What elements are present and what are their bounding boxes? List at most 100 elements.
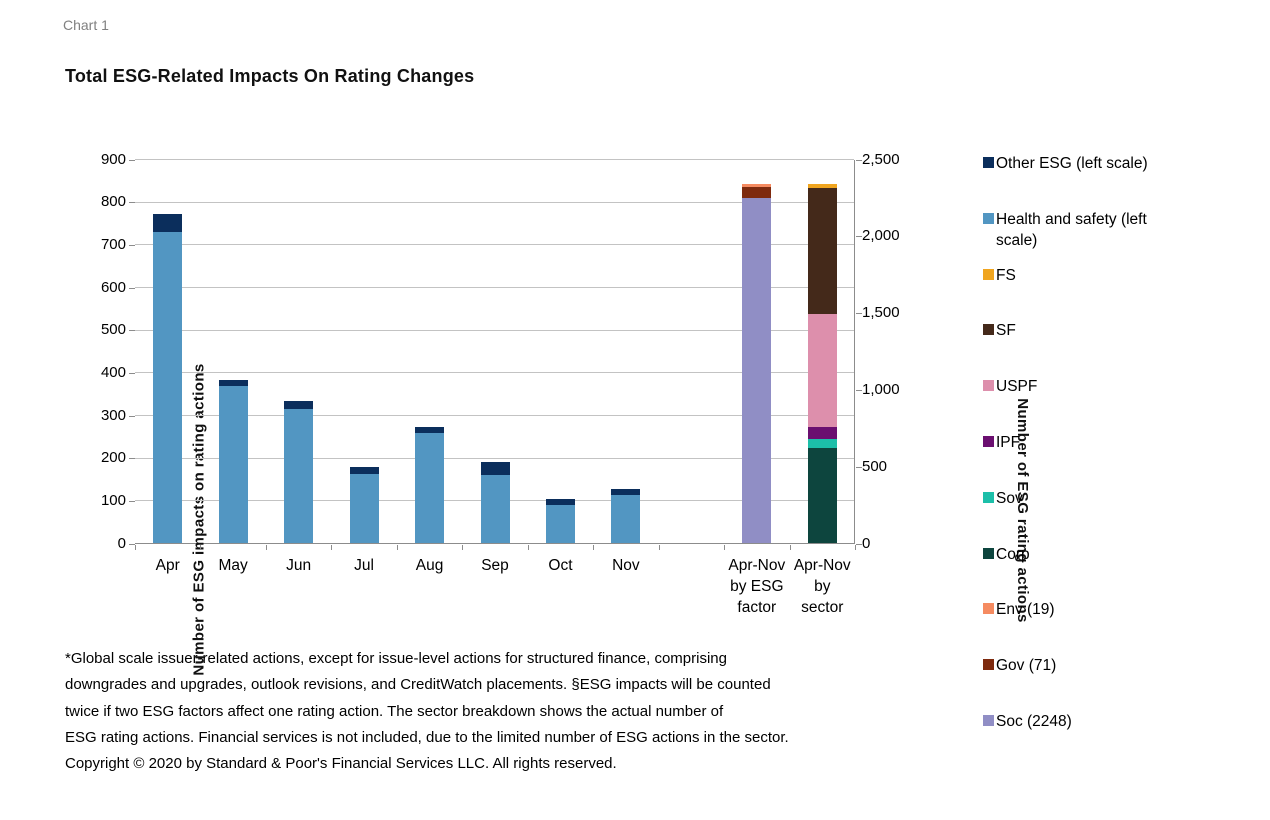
gridline-300 bbox=[135, 415, 854, 416]
legend-item-gov-71-: Gov (71) bbox=[983, 655, 1181, 676]
gridline-500 bbox=[135, 329, 854, 331]
legend-swatch bbox=[983, 436, 994, 447]
legend-label: Sov bbox=[996, 489, 1023, 507]
legend-label: USPF bbox=[996, 378, 1038, 396]
bar-nov-segment-health-and-safety-left-scale- bbox=[611, 495, 641, 543]
x-axis-tick bbox=[200, 545, 202, 550]
right-axis-tick-label: 0 bbox=[862, 534, 871, 552]
left-axis-tick-label: 800 bbox=[100, 193, 126, 211]
legend-item-health-and-safety-left-scale-: Health and safety (left scale) bbox=[983, 209, 1181, 251]
bar-apr-nov-by-esg-factor bbox=[742, 183, 772, 543]
legend-item-env-19-: Env (19) bbox=[983, 599, 1181, 620]
left-axis-tick bbox=[129, 159, 135, 161]
legend-swatch bbox=[983, 603, 994, 615]
bar-oct bbox=[545, 499, 575, 543]
bar-apr-nov-by-sector-segment-uspf bbox=[807, 314, 837, 428]
footnote-line: Copyright © 2020 by Standard & Poor's Fi… bbox=[65, 755, 617, 773]
bar-apr-nov-by-sector-segment-sf bbox=[807, 188, 837, 315]
right-axis-tick-label: 500 bbox=[862, 457, 888, 475]
left-axis-tick-label: 200 bbox=[100, 449, 126, 467]
footnote: *Global scale issuer-related actions, ex… bbox=[65, 646, 925, 777]
x-axis-tick bbox=[527, 545, 529, 550]
left-axis-tick-label: 0 bbox=[117, 534, 126, 552]
x-category-label: May bbox=[218, 557, 248, 574]
bar-jun-segment-other-esg-left-scale- bbox=[284, 400, 314, 409]
left-axis-tick bbox=[129, 415, 135, 417]
x-axis-tick bbox=[265, 545, 267, 550]
footnote-line: downgrades and upgrades, outlook revisio… bbox=[65, 676, 771, 694]
bar-jul-segment-other-esg-left-scale- bbox=[349, 466, 379, 474]
bar-apr-nov-by-esg-factor-segment-soc bbox=[742, 197, 772, 543]
legend-swatch bbox=[983, 268, 994, 280]
legend-swatch bbox=[983, 157, 994, 168]
left-axis-tick bbox=[129, 458, 135, 460]
legend-item-sf: SF bbox=[983, 320, 1181, 341]
legend-item-other-esg-left-scale-: Other ESG (left scale) bbox=[983, 153, 1181, 174]
x-category-label: Jun bbox=[286, 557, 312, 574]
left-axis-tick-label: 100 bbox=[100, 491, 126, 509]
bar-apr-nov-by-sector bbox=[807, 184, 837, 543]
x-axis-tick bbox=[789, 545, 791, 550]
bar-apr-nov-by-esg-factor-segment-env bbox=[742, 183, 772, 187]
x-axis-tick bbox=[462, 545, 464, 550]
chart-number-label: Chart 1 bbox=[63, 17, 109, 33]
legend-label: Corp bbox=[996, 545, 1030, 563]
left-axis-tick bbox=[129, 202, 135, 204]
left-axis-tick bbox=[129, 287, 135, 289]
bar-may-segment-other-esg-left-scale- bbox=[218, 380, 248, 386]
legend-swatch bbox=[983, 380, 994, 392]
right-axis-tick bbox=[856, 313, 862, 315]
x-category-label: Apr bbox=[155, 557, 180, 574]
bar-jul bbox=[349, 466, 379, 543]
legend-swatch bbox=[983, 659, 994, 671]
right-axis-tick-label: 1,000 bbox=[862, 380, 900, 398]
left-axis-tick bbox=[129, 372, 135, 374]
right-axis-tick bbox=[856, 543, 862, 545]
bar-oct-segment-other-esg-left-scale- bbox=[545, 499, 575, 506]
footnote-line: twice if two ESG factors affect one rati… bbox=[65, 702, 724, 720]
legend-swatch bbox=[983, 491, 994, 503]
left-axis-tick-label: 600 bbox=[100, 278, 126, 296]
x-category-label: Aug bbox=[415, 557, 444, 574]
left-axis-tick-label: 300 bbox=[100, 406, 126, 424]
footnote-line: ESG rating actions. Financial services i… bbox=[65, 728, 789, 746]
right-axis-tick bbox=[856, 159, 862, 161]
bar-jun bbox=[284, 400, 314, 543]
bar-jun-segment-health-and-safety-left-scale- bbox=[284, 408, 314, 543]
gridline-900 bbox=[135, 159, 854, 160]
bar-oct-segment-health-and-safety-left-scale- bbox=[545, 505, 575, 543]
legend-item-soc-2248-: Soc (2248) bbox=[983, 711, 1181, 732]
bar-apr-nov-by-sector-segment-fs bbox=[807, 184, 837, 189]
bar-sep-segment-other-esg-left-scale- bbox=[480, 461, 510, 475]
legend-swatch bbox=[983, 715, 994, 726]
legend-label: Gov (71) bbox=[996, 657, 1057, 675]
right-axis-tick-label: 1,500 bbox=[862, 304, 900, 322]
bar-apr-nov-by-sector-segment-corp bbox=[807, 447, 837, 543]
legend-label: IPF bbox=[996, 434, 1021, 451]
bar-jul-segment-health-and-safety-left-scale- bbox=[349, 473, 379, 543]
x-category-label: Nov bbox=[612, 557, 640, 574]
x-axis-tick bbox=[396, 545, 398, 550]
gridline-800 bbox=[135, 201, 854, 203]
bar-sep-segment-health-and-safety-left-scale- bbox=[480, 474, 510, 543]
bar-may-segment-health-and-safety-left-scale- bbox=[218, 386, 248, 543]
left-axis-tick-label: 900 bbox=[100, 150, 126, 168]
right-axis-tick bbox=[856, 389, 862, 391]
x-axis-tick bbox=[593, 545, 595, 550]
legend-label: SF bbox=[996, 322, 1016, 340]
legend-item-uspf: USPF bbox=[983, 376, 1181, 397]
bar-nov-segment-other-esg-left-scale- bbox=[611, 488, 641, 496]
legend-swatch bbox=[983, 324, 994, 336]
bar-apr-segment-other-esg-left-scale- bbox=[153, 214, 183, 232]
x-category-label: Apr-Nov by ESG factor bbox=[728, 557, 786, 616]
x-category-label: Jul bbox=[354, 557, 374, 574]
right-axis-tick-label: 2,500 bbox=[862, 150, 900, 168]
plot-area: Number of ESG impacts on rating actions … bbox=[135, 159, 1031, 676]
legend-label: FS bbox=[996, 266, 1016, 284]
legend-label: Soc (2248) bbox=[996, 713, 1072, 730]
x-axis-tick bbox=[135, 545, 136, 550]
legend-label: Health and safety (left scale) bbox=[996, 210, 1147, 249]
x-category-label: Oct bbox=[548, 557, 573, 574]
bar-apr-nov-by-sector-segment-ipf bbox=[807, 427, 837, 439]
